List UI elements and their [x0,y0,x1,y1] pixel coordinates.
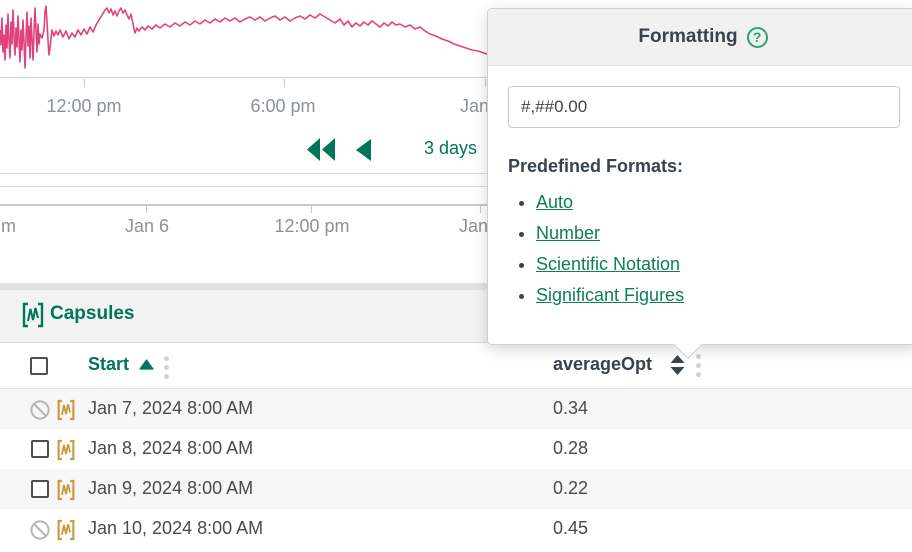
axis-tick [146,206,147,213]
divider [0,173,912,174]
capsule-value-cell: 0.34 [553,398,589,418]
predefined-formats-heading: Predefined Formats: [508,156,684,176]
axis-label: Jan 6 [124,216,170,236]
axis-tick [284,79,285,87]
row-checkbox[interactable] [31,440,49,458]
format-link-auto[interactable]: Auto [536,192,574,212]
column-averageopt-label[interactable]: averageOpt [553,354,653,374]
column-menu-icon[interactable] [696,354,701,377]
capsule-start-cell: Jan 8, 2024 8:00 AM [88,438,254,458]
formatting-popup: Formatting ? Predefined Formats: Auto Nu… [487,8,912,360]
list-item: Scientific Notation [536,249,898,280]
range-label[interactable]: 3 days [424,138,478,158]
axis-tick [84,79,85,87]
capsule-start-cell: Jan 7, 2024 8:00 AM [88,398,254,418]
capsule-icon [57,439,75,461]
context-bar-border [0,204,912,206]
column-menu-icon[interactable] [164,356,169,379]
list-item: Auto [536,187,898,218]
capsule-icon [22,302,44,328]
select-all-checkbox[interactable] [30,357,48,375]
format-input[interactable] [508,86,900,128]
table-row[interactable]: Jan 9, 2024 8:00 AM 0.22 [0,469,912,509]
divider [0,186,912,187]
trend-chart[interactable] [0,0,912,78]
axis-label: 6:00 pm [250,96,316,116]
list-item: Number [536,218,898,249]
axis-label: 12:00 pm [274,216,350,236]
axis-label: Jan [460,96,490,116]
capsule-start-cell: Jan 9, 2024 8:00 AM [88,478,254,498]
axis-label: 12:00 pm [46,96,122,116]
capsule-start-cell: Jan 10, 2024 8:00 AM [88,518,264,538]
signal-line [0,5,491,69]
table-row[interactable]: Jan 7, 2024 8:00 AM 0.34 [0,389,912,429]
formatting-popup-header: Formatting ? [488,9,912,66]
axis-label: Jan [459,216,489,236]
format-link-scientific-notation[interactable]: Scientific Notation [536,254,681,274]
capsule-value-cell: 0.28 [553,438,589,458]
list-item: Significant Figures [536,280,898,311]
ban-icon [30,520,50,540]
help-icon[interactable]: ? [746,26,768,48]
capsule-icon [57,479,75,501]
column-start-label[interactable]: Start [88,354,130,374]
table-row[interactable]: Jan 10, 2024 8:00 AM 0.45 [0,509,912,549]
capsules-table-header: Start averageOpt [0,344,912,389]
axis-tick [485,79,486,87]
table-row[interactable]: Jan 8, 2024 8:00 AM 0.28 [0,429,912,469]
row-checkbox[interactable] [31,480,49,498]
capsule-value-cell: 0.45 [553,518,589,538]
axis-tick [480,206,481,213]
format-link-number[interactable]: Number [536,223,601,243]
step-backward-icon[interactable] [356,139,371,161]
predefined-formats-list: Auto Number Scientific Notation Signific… [536,187,898,311]
fast-backward-icon[interactable] [307,138,335,161]
formatting-popup-body: Predefined Formats: Auto Number Scientif… [488,66,912,331]
sort-icon[interactable] [669,354,686,376]
capsule-icon [57,399,75,421]
capsule-icon [57,519,75,541]
axis-tick [311,206,312,213]
format-link-significant-figures[interactable]: Significant Figures [536,285,685,305]
capsule-value-cell: 0.22 [553,478,589,498]
panel-divider [0,283,912,290]
popup-title: Formatting [638,26,738,47]
ban-icon [30,400,50,420]
sort-ascending-icon[interactable] [139,359,154,370]
axis-label: m [1,216,16,236]
capsules-title: Capsules [50,303,135,324]
